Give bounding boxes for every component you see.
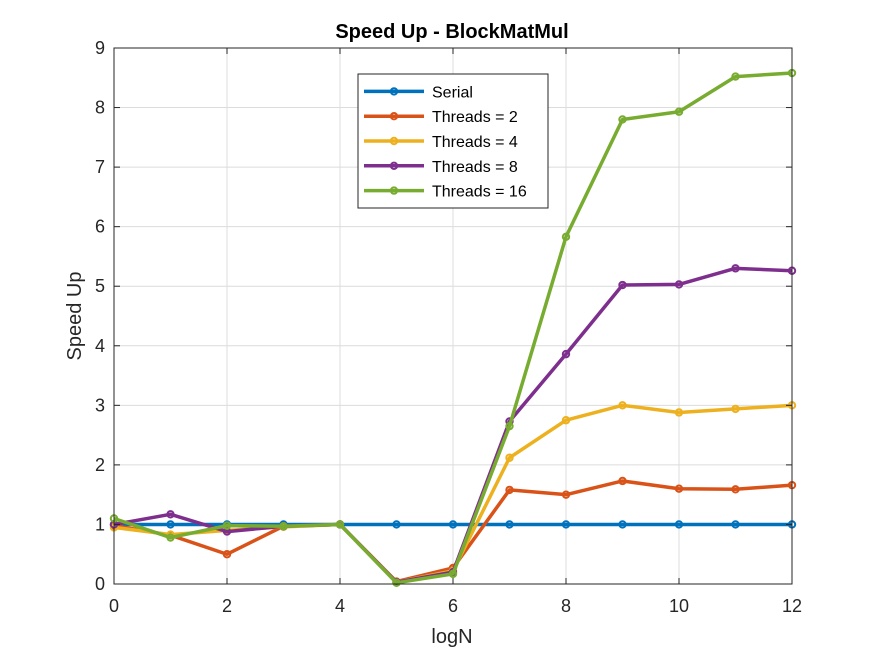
x-tick-label: 4 [335,596,345,616]
legend-item: Threads = 16 [364,184,527,201]
data-point [731,264,740,273]
series-line [113,71,793,585]
data-point [392,578,401,588]
x-tick-label: 0 [109,596,119,616]
legend-label: Threads = 16 [432,184,527,201]
legend-marker [389,136,399,146]
data-point [505,421,514,431]
x-tick-label: 8 [561,596,571,616]
data-point [674,520,684,529]
y-tick-label: 3 [95,395,105,415]
chart-title: Speed Up - BlockMatMul [335,21,568,43]
y-tick-label: 4 [95,336,105,356]
y-tick-label: 8 [95,98,105,118]
data-point [448,520,458,529]
data-point [618,476,627,486]
legend-marker [389,186,399,195]
data-point [561,520,571,529]
data-point [731,520,740,529]
legend-label: Threads = 4 [432,134,518,151]
y-tick-label: 7 [95,157,105,177]
legend-item: Threads = 8 [364,159,518,176]
series-5 [109,68,797,588]
x-tick-label: 6 [448,596,458,616]
data-point [674,107,684,116]
data-point [618,520,627,529]
data-point [618,401,627,410]
data-point [561,416,571,425]
x-tick-label: 10 [669,596,689,616]
axes-box [113,47,793,585]
legend-marker [389,161,399,171]
data-point [505,485,514,495]
axes [113,47,793,585]
y-tick-label: 0 [95,574,105,594]
data-point [222,521,232,530]
data-point [166,510,175,519]
data-point [618,280,627,290]
x-tick-label: 12 [782,596,802,616]
legend-item: Threads = 4 [364,134,518,151]
data-point [505,520,514,529]
data-point [731,404,740,414]
x-tick-label: 2 [222,596,232,616]
data-point [335,520,345,529]
data-point [392,520,401,529]
data-point [505,453,514,462]
data-point [166,533,175,542]
legend-label: Threads = 2 [432,109,518,126]
legend-marker [389,87,399,96]
y-tick-label: 2 [95,455,105,475]
data-point [674,484,684,493]
x-axis-label: logN [431,626,472,648]
data-point [561,490,571,499]
data-point [448,569,458,579]
data-point [674,408,684,417]
y-tick-label: 6 [95,217,105,237]
data-point [674,280,684,289]
data-point [561,349,571,359]
y-tick-label: 9 [95,38,105,58]
legend-item: Serial [364,84,473,101]
legend: Serial Threads = 2 Threads = 4 Threads = 8 T… [357,73,549,209]
y-axis-label: Speed Up [64,272,86,361]
legend-label: Serial [432,84,473,101]
data-point [731,485,740,494]
data-point [222,550,232,559]
y-tick-label: 1 [95,514,105,534]
y-tick-label: 5 [95,276,105,296]
legend-label: Threads = 8 [432,159,518,176]
data-point [618,115,627,124]
legend-marker [389,112,399,121]
data-point [279,522,288,531]
series-lines [109,68,797,588]
data-point [166,520,175,529]
data-point [561,232,571,241]
legend-item: Threads = 2 [364,109,518,126]
data-point [731,72,740,81]
